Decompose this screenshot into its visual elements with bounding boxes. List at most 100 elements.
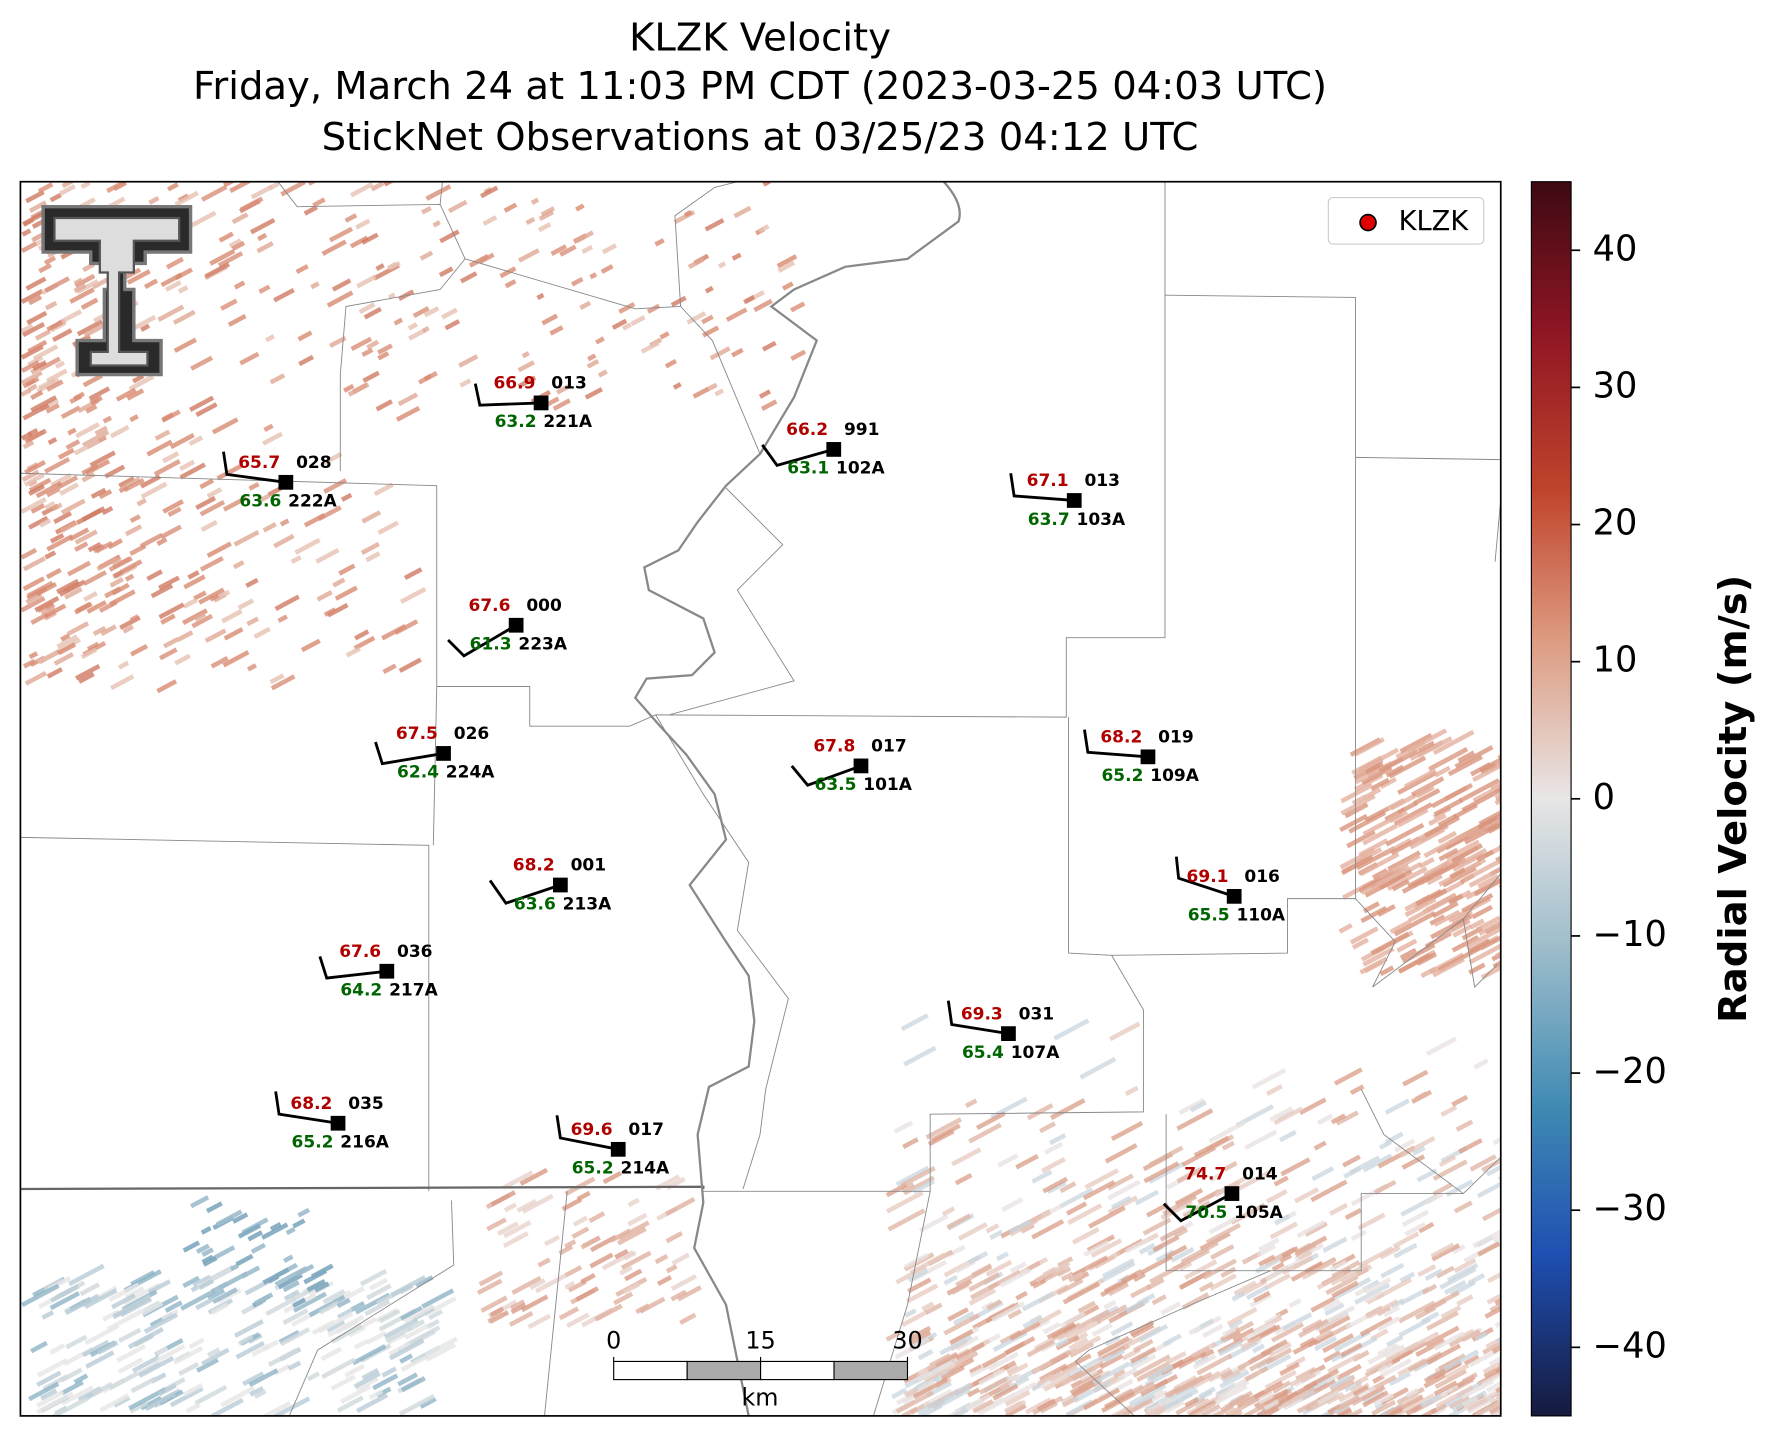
echo [160, 613, 176, 625]
echo [1032, 1359, 1054, 1374]
echo [30, 390, 44, 400]
echo [1385, 1334, 1404, 1348]
echo [193, 590, 207, 601]
echo [1004, 1390, 1031, 1407]
echo [270, 674, 296, 691]
echo [368, 1389, 384, 1401]
echo [188, 435, 204, 447]
dewpoint: 62.4 [397, 763, 439, 783]
echo [109, 577, 124, 588]
echo [1095, 1304, 1128, 1324]
echo [1056, 1323, 1085, 1341]
station-id: 105A [1234, 1203, 1283, 1223]
echo [247, 1230, 263, 1242]
echo [1499, 871, 1501, 890]
echo [94, 540, 114, 554]
echo [44, 456, 71, 474]
echo [326, 290, 354, 308]
echo [1282, 1312, 1313, 1331]
dewpoint: 70.5 [1185, 1203, 1227, 1223]
echo [502, 1231, 529, 1248]
echo [1286, 1380, 1319, 1401]
echo [1351, 1388, 1379, 1407]
echo [61, 181, 86, 189]
echo [1244, 1129, 1278, 1151]
wind-barb [1174, 856, 1235, 898]
echo [1483, 813, 1501, 832]
echo [687, 257, 705, 270]
echo [36, 1370, 62, 1387]
echo [458, 354, 479, 368]
echo [96, 557, 118, 572]
echo [1424, 1268, 1443, 1282]
echo [517, 248, 540, 263]
echo [44, 300, 58, 311]
echo [86, 641, 100, 652]
echo [1373, 1179, 1397, 1195]
echo [1415, 1338, 1446, 1358]
echo [1457, 750, 1476, 763]
station-id: 107A [1011, 1043, 1060, 1063]
echo [955, 1335, 979, 1351]
echo [419, 250, 434, 261]
echo [1297, 1250, 1313, 1261]
echo [517, 360, 535, 373]
title-line: StickNet Observations at 03/25/23 04:12 … [322, 115, 1199, 160]
echo [620, 1250, 652, 1270]
echo [1049, 1349, 1072, 1365]
echo [44, 500, 56, 510]
station-marker [1224, 1186, 1240, 1201]
echo [232, 560, 245, 570]
echo [195, 402, 218, 417]
echo [221, 609, 243, 624]
echo [1479, 762, 1497, 775]
echo [947, 1407, 963, 1416]
echo [67, 560, 92, 577]
echo [968, 1122, 1002, 1144]
echo [1336, 1395, 1361, 1412]
echo [895, 1390, 934, 1414]
echo [441, 307, 458, 320]
echo [37, 182, 54, 194]
echo [1383, 1305, 1401, 1318]
echo [503, 1202, 517, 1213]
echo [155, 1346, 169, 1357]
echo [761, 340, 777, 352]
echo [903, 1175, 935, 1196]
echo [235, 1253, 254, 1267]
echo [957, 1222, 988, 1241]
echo [128, 374, 155, 392]
echo [195, 1297, 214, 1311]
echo [1477, 1241, 1501, 1257]
echo [1190, 1370, 1221, 1390]
echo [1132, 1354, 1171, 1378]
echo [30, 612, 49, 625]
echo [686, 311, 707, 325]
echo [1508, 1350, 1530, 1365]
state-border [20, 1185, 705, 1191]
echo [21, 228, 32, 237]
echo [233, 529, 260, 547]
echo [1499, 1346, 1501, 1361]
echo [1069, 1335, 1102, 1356]
echo [1363, 1289, 1383, 1304]
echo [630, 315, 646, 327]
echo [1498, 1328, 1501, 1349]
echo [909, 1330, 932, 1345]
echo [1470, 762, 1492, 777]
echo [130, 644, 149, 657]
echo [242, 1371, 265, 1387]
echo [575, 203, 585, 212]
echo [972, 1399, 994, 1414]
echo [1354, 737, 1385, 757]
echo [623, 1250, 637, 1261]
echo [216, 463, 243, 481]
echo [521, 351, 530, 359]
station-id: 223A [518, 635, 567, 655]
echo [438, 266, 454, 278]
echo [210, 1302, 229, 1315]
echo [967, 1250, 989, 1265]
echo [285, 1226, 296, 1236]
echo [231, 212, 249, 225]
echo [731, 347, 744, 358]
